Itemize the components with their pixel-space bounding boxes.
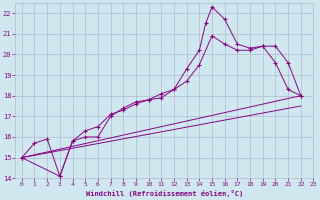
X-axis label: Windchill (Refroidissement éolien,°C): Windchill (Refroidissement éolien,°C) xyxy=(86,190,243,197)
